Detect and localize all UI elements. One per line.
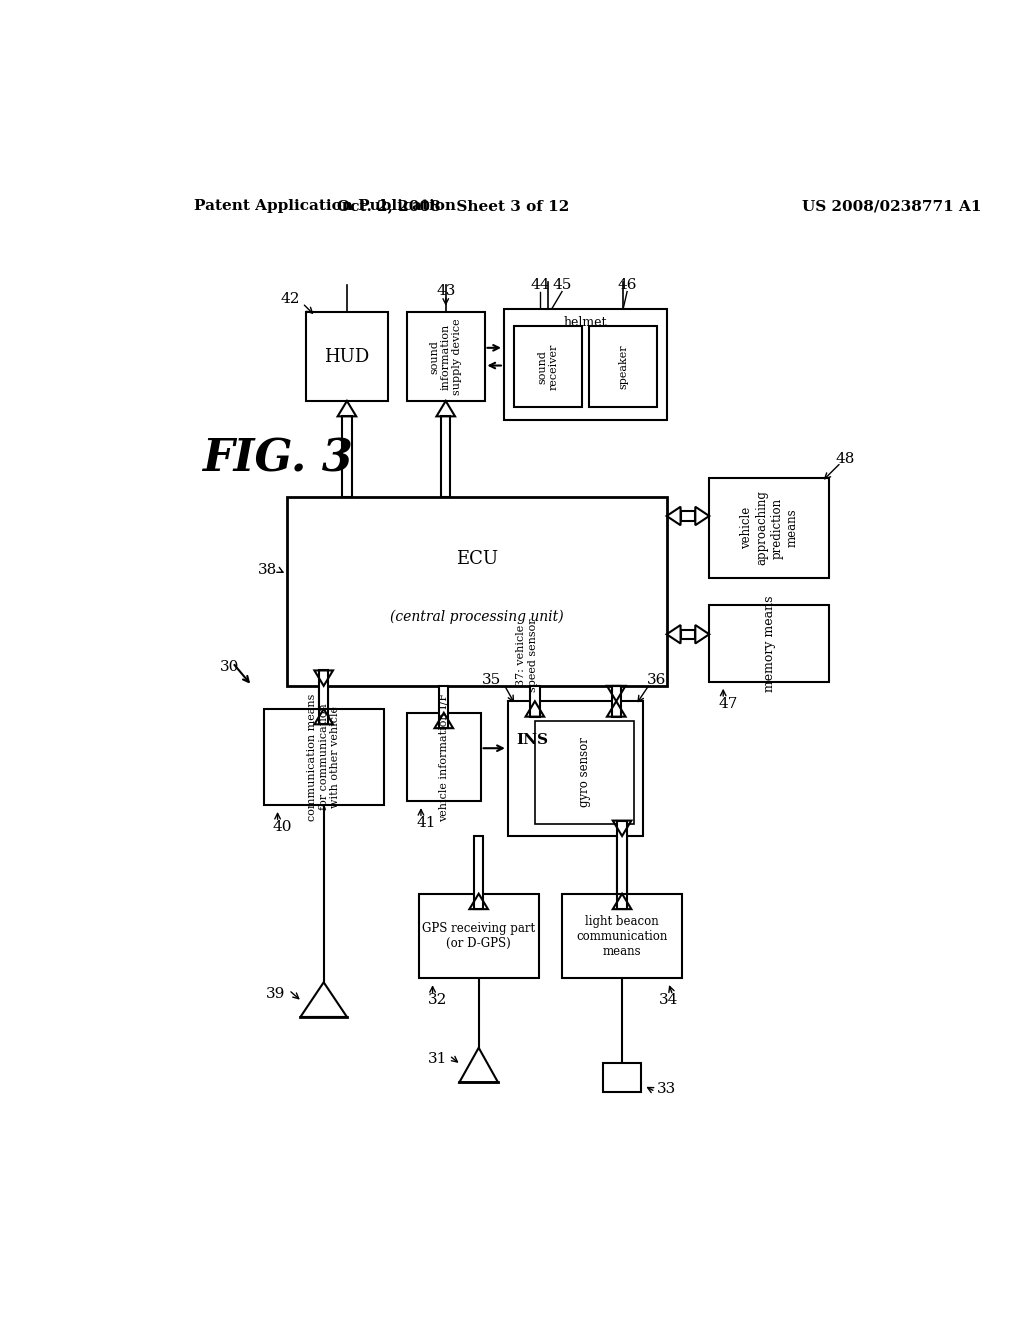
- Bar: [535, 721, 634, 825]
- Bar: [508, 701, 643, 836]
- Bar: [530, 686, 540, 717]
- Bar: [514, 326, 583, 407]
- Bar: [681, 630, 695, 639]
- Text: speaker: speaker: [618, 345, 629, 389]
- Text: helmet: helmet: [563, 315, 607, 329]
- Text: 36: 36: [647, 673, 667, 686]
- Bar: [342, 416, 351, 498]
- Text: 34: 34: [658, 993, 678, 1007]
- Bar: [441, 416, 451, 498]
- Bar: [504, 309, 667, 420]
- Text: 39: 39: [265, 987, 285, 1001]
- Bar: [306, 313, 388, 401]
- Text: 43: 43: [436, 284, 456, 298]
- Bar: [617, 821, 627, 894]
- Bar: [407, 313, 484, 401]
- Bar: [407, 713, 480, 801]
- Text: 37: vehicle
speed sensor: 37: vehicle speed sensor: [516, 618, 538, 692]
- Bar: [681, 511, 695, 520]
- Text: (central processing unit): (central processing unit): [390, 610, 563, 624]
- Text: US 2008/0238771 A1: US 2008/0238771 A1: [802, 199, 982, 213]
- Text: 30: 30: [219, 660, 239, 673]
- Text: 44: 44: [530, 279, 550, 293]
- Text: sound
receiver: sound receiver: [538, 343, 559, 389]
- Bar: [319, 686, 329, 725]
- Text: vehicle
approaching
prediction
means: vehicle approaching prediction means: [740, 491, 799, 565]
- Bar: [603, 1063, 641, 1093]
- Text: vehicle information I/F: vehicle information I/F: [439, 693, 449, 821]
- Text: 38: 38: [258, 564, 276, 577]
- Text: 35: 35: [482, 673, 502, 686]
- Text: INS: INS: [516, 733, 549, 747]
- Bar: [439, 686, 449, 729]
- Text: 33: 33: [657, 1082, 676, 1097]
- Text: 45: 45: [552, 279, 571, 293]
- Text: 47: 47: [719, 697, 738, 710]
- Bar: [287, 498, 667, 686]
- Text: memory means: memory means: [763, 595, 776, 692]
- Text: GPS receiving part
(or D-GPS): GPS receiving part (or D-GPS): [422, 923, 536, 950]
- Bar: [319, 671, 329, 709]
- Bar: [589, 326, 657, 407]
- Text: 42: 42: [281, 292, 300, 305]
- Bar: [419, 894, 539, 978]
- Text: FIG. 3: FIG. 3: [202, 437, 352, 480]
- Bar: [617, 836, 627, 909]
- Text: 48: 48: [836, 451, 855, 466]
- Bar: [710, 605, 829, 682]
- Bar: [611, 686, 621, 717]
- Text: sound
information
supply device: sound information supply device: [429, 318, 463, 395]
- Bar: [710, 478, 829, 578]
- Text: ECU: ECU: [456, 550, 498, 568]
- Text: 32: 32: [428, 993, 447, 1007]
- Text: 46: 46: [617, 279, 637, 293]
- Bar: [263, 709, 384, 805]
- Text: 31: 31: [428, 1052, 447, 1067]
- Text: 41: 41: [417, 816, 436, 830]
- Text: HUD: HUD: [325, 347, 370, 366]
- Text: Oct. 2, 2008   Sheet 3 of 12: Oct. 2, 2008 Sheet 3 of 12: [337, 199, 569, 213]
- Text: Patent Application Publication: Patent Application Publication: [194, 199, 456, 213]
- Text: communication means
for communication
with other vehicle: communication means for communication wi…: [307, 693, 340, 821]
- Text: gyro sensor: gyro sensor: [578, 738, 591, 808]
- Bar: [474, 836, 483, 909]
- Text: 40: 40: [273, 820, 293, 834]
- Text: light beacon
communication
means: light beacon communication means: [577, 915, 668, 957]
- Bar: [562, 894, 682, 978]
